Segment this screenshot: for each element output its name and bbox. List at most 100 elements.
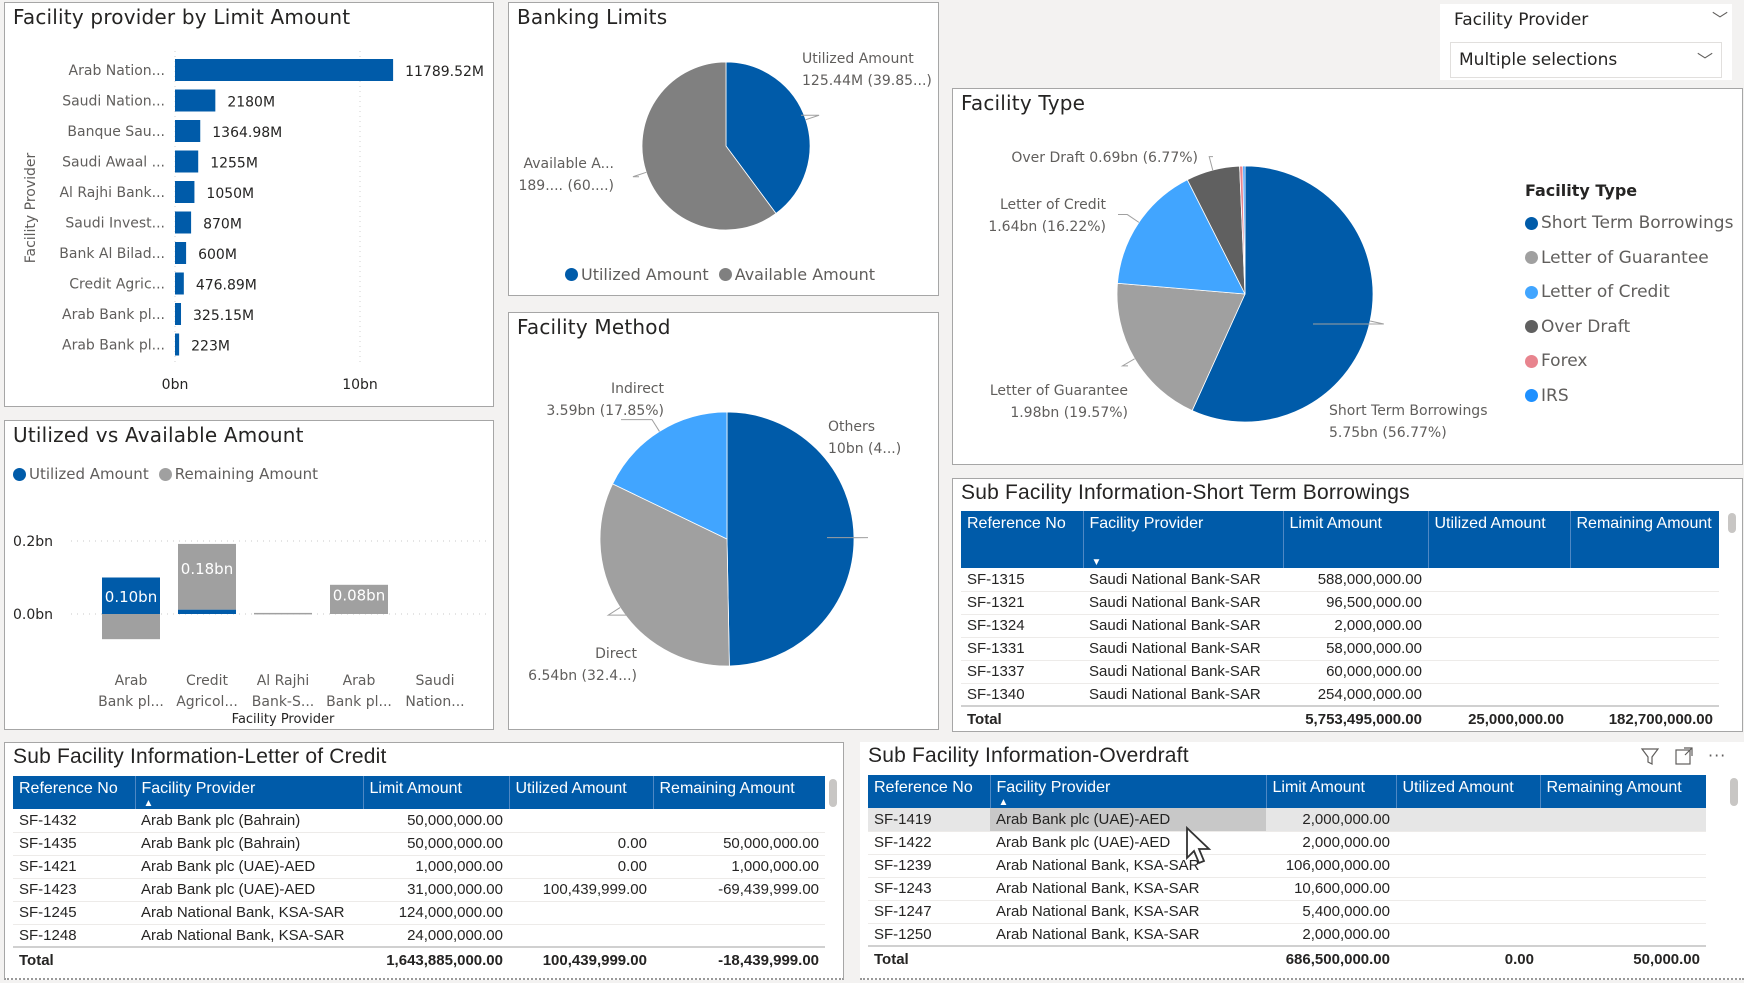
bar[interactable] bbox=[175, 59, 394, 81]
table-row[interactable]: SF-1432 Arab Bank plc (Bahrain) 50,000,000… bbox=[13, 809, 825, 833]
table-cell[interactable]: Saudi National Bank-SAR bbox=[1083, 637, 1283, 661]
table-row[interactable]: SF-1250 Arab National Bank, KSA-SAR 2,000,… bbox=[868, 923, 1706, 947]
od-table-panel[interactable]: Sub Facility Information-Overdraft ··· R… bbox=[860, 742, 1744, 980]
table-cell[interactable] bbox=[1396, 877, 1540, 901]
table-cell[interactable]: Saudi National Bank-SAR bbox=[1083, 660, 1283, 684]
table-cell[interactable]: 5,400,000.00 bbox=[1266, 900, 1396, 924]
table-cell[interactable]: 2,000,000.00 bbox=[1266, 831, 1396, 855]
table-cell[interactable]: -69,439,999.00 bbox=[653, 878, 825, 902]
bar-segment[interactable] bbox=[254, 612, 312, 615]
legend-item-utilized[interactable]: Utilized Amount bbox=[13, 465, 149, 483]
table-cell[interactable]: Saudi National Bank-SAR bbox=[1083, 568, 1283, 592]
table-cell[interactable] bbox=[1428, 591, 1570, 615]
table-cell[interactable]: Arab National Bank, KSA-SAR bbox=[990, 900, 1266, 924]
table-cell[interactable]: SF-1321 bbox=[961, 591, 1083, 615]
column-header[interactable]: Reference No bbox=[868, 775, 991, 808]
slicer-dropdown[interactable]: Multiple selections ﹀ bbox=[1450, 42, 1722, 78]
table-row[interactable]: SF-1239 Arab National Bank, KSA-SAR 106,00… bbox=[868, 854, 1706, 878]
table-cell[interactable] bbox=[1396, 923, 1540, 947]
table-cell[interactable]: 1,000,000.00 bbox=[653, 855, 825, 879]
table-cell[interactable]: 50,000,000.00 bbox=[363, 809, 509, 833]
table-row[interactable]: SF-1245 Arab National Bank, KSA-SAR 124,00… bbox=[13, 901, 825, 925]
pie-slice[interactable] bbox=[1191, 165, 1374, 423]
column-header[interactable]: Reference No bbox=[961, 511, 1084, 568]
table-cell[interactable]: 2,000,000.00 bbox=[1283, 614, 1428, 638]
table-cell[interactable]: 31,000,000.00 bbox=[363, 878, 509, 902]
bar[interactable] bbox=[175, 181, 195, 203]
table-cell[interactable]: SF-1243 bbox=[868, 877, 990, 901]
table-cell[interactable]: 50,000,000.00 bbox=[653, 832, 825, 856]
legend-item[interactable]: Short Term Borrowings bbox=[1525, 206, 1733, 241]
legend-item-utilized[interactable]: Utilized Amount bbox=[565, 265, 709, 284]
column-header[interactable]: Facility Provider ▲ bbox=[990, 775, 1267, 808]
table-cell[interactable]: Arab National Bank, KSA-SAR bbox=[135, 924, 363, 948]
utilized-vs-available-panel[interactable]: Utilized vs Available Amount Utilized Am… bbox=[4, 420, 494, 730]
bar-segment[interactable] bbox=[102, 577, 160, 615]
table-cell[interactable]: 588,000,000.00 bbox=[1283, 568, 1428, 592]
bar[interactable] bbox=[175, 303, 182, 325]
table-cell[interactable]: Saudi National Bank-SAR bbox=[1083, 683, 1283, 707]
loc-table-panel[interactable]: Sub Facility Information-Letter of Credi… bbox=[4, 742, 844, 980]
table-cell[interactable]: Arab National Bank, KSA-SAR bbox=[135, 901, 363, 925]
bar[interactable] bbox=[175, 150, 199, 173]
table-row[interactable]: SF-1248 Arab National Bank, KSA-SAR 24,000… bbox=[13, 924, 825, 948]
table-cell[interactable]: 0.00 bbox=[509, 832, 653, 856]
sort-ascending-icon[interactable]: ▲ bbox=[998, 797, 1009, 808]
bar[interactable] bbox=[175, 211, 192, 234]
table-cell[interactable]: 60,000,000.00 bbox=[1283, 660, 1428, 684]
table-row[interactable]: SF-1247 Arab National Bank, KSA-SAR 5,400,… bbox=[868, 900, 1706, 924]
legend-item[interactable]: Letter of Credit bbox=[1525, 275, 1733, 310]
table-cell[interactable]: 2,000,000.00 bbox=[1266, 923, 1396, 947]
table-cell[interactable] bbox=[509, 924, 653, 948]
table-cell[interactable] bbox=[1570, 637, 1719, 661]
table-cell[interactable]: 50,000,000.00 bbox=[363, 832, 509, 856]
column-header[interactable]: Facility Provider ▼ bbox=[1083, 511, 1284, 568]
table-cell[interactable] bbox=[1570, 683, 1719, 707]
legend-item[interactable]: Forex bbox=[1525, 344, 1733, 379]
chevron-down-icon[interactable]: ﹀ bbox=[1711, 10, 1728, 29]
table-cell[interactable] bbox=[653, 924, 825, 948]
table-cell[interactable] bbox=[653, 809, 825, 833]
table-cell[interactable]: SF-1422 bbox=[868, 831, 990, 855]
table-row[interactable]: SF-1421 Arab Bank plc (UAE)-AED 1,000,000.… bbox=[13, 855, 825, 879]
table-cell[interactable] bbox=[1428, 614, 1570, 638]
table-cell[interactable]: 254,000,000.00 bbox=[1283, 683, 1428, 707]
table-cell[interactable] bbox=[1570, 614, 1719, 638]
table-row[interactable]: SF-1315 Saudi National Bank-SAR 588,000,00… bbox=[961, 568, 1719, 592]
table-cell[interactable]: SF-1315 bbox=[961, 568, 1083, 592]
legend-item[interactable]: Over Draft bbox=[1525, 310, 1733, 345]
legend-item-remaining[interactable]: Remaining Amount bbox=[158, 465, 318, 483]
bar-segment[interactable] bbox=[330, 584, 388, 614]
table-cell[interactable]: SF-1435 bbox=[13, 832, 135, 856]
table-cell[interactable]: Arab Bank plc (Bahrain) bbox=[135, 832, 363, 856]
table-cell[interactable]: SF-1432 bbox=[13, 809, 135, 833]
table-cell[interactable]: SF-1421 bbox=[13, 855, 135, 879]
sort-descending-icon[interactable]: ▼ bbox=[1091, 557, 1102, 568]
focus-mode-icon[interactable] bbox=[1674, 746, 1694, 770]
table-cell[interactable] bbox=[1428, 683, 1570, 707]
sort-ascending-icon[interactable]: ▲ bbox=[143, 798, 154, 809]
table-cell[interactable] bbox=[1540, 831, 1706, 855]
table-cell[interactable] bbox=[1428, 568, 1570, 592]
table-cell[interactable]: 106,000,000.00 bbox=[1266, 854, 1396, 878]
table-cell[interactable] bbox=[1396, 831, 1540, 855]
table-cell[interactable] bbox=[509, 901, 653, 925]
pie-slice[interactable] bbox=[1116, 282, 1246, 412]
banking-limits-panel[interactable]: Banking Limits Utilized Amount 125.44M (3… bbox=[508, 2, 939, 296]
more-options-icon[interactable]: ··· bbox=[1708, 746, 1727, 765]
filter-icon[interactable] bbox=[1640, 746, 1660, 770]
vertical-scrollbar[interactable] bbox=[1730, 778, 1738, 806]
table-row[interactable]: SF-1337 Saudi National Bank-SAR 60,000,000… bbox=[961, 660, 1719, 684]
bar-segment[interactable] bbox=[102, 614, 160, 640]
table-cell[interactable]: SF-1248 bbox=[13, 924, 135, 948]
bar[interactable] bbox=[175, 89, 216, 112]
column-header[interactable]: Reference No bbox=[13, 776, 136, 809]
table-row[interactable]: SF-1422 Arab Bank plc (UAE)-AED 2,000,000.… bbox=[868, 831, 1706, 855]
table-cell[interactable]: SF-1250 bbox=[868, 923, 990, 947]
table-cell[interactable]: SF-1340 bbox=[961, 683, 1083, 707]
table-cell[interactable]: Arab Bank plc (Bahrain) bbox=[135, 809, 363, 833]
table-cell[interactable] bbox=[1428, 660, 1570, 684]
table-row[interactable]: SF-1243 Arab National Bank, KSA-SAR 10,600… bbox=[868, 877, 1706, 901]
table-row[interactable]: SF-1331 Saudi National Bank-SAR 58,000,000… bbox=[961, 637, 1719, 661]
table-cell[interactable]: 2,000,000.00 bbox=[1266, 808, 1396, 832]
